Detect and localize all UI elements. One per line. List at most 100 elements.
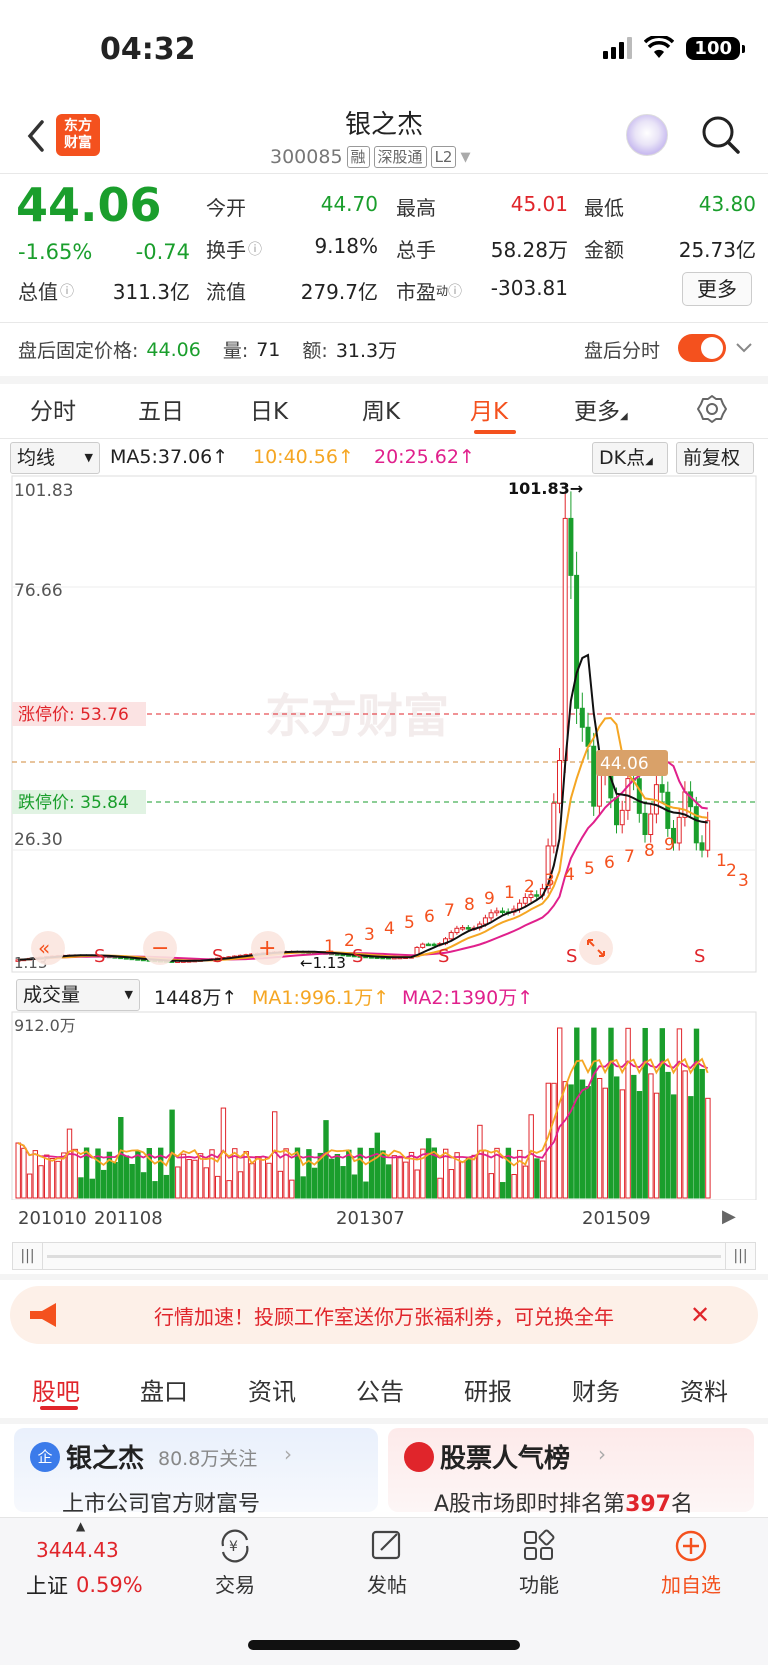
nav-add-watchlist[interactable]: 加自选 xyxy=(636,1528,746,1598)
candle xyxy=(642,812,648,836)
volume-bar xyxy=(368,1147,375,1199)
volume-select[interactable]: 成交量 ▼ xyxy=(16,979,140,1011)
sequence-label: 2 xyxy=(726,861,737,881)
watermark: 东方财富 xyxy=(265,689,449,743)
tab-weekly-k[interactable]: 周K xyxy=(362,399,401,425)
candle xyxy=(636,778,642,814)
chevron-down-icon[interactable] xyxy=(734,340,754,356)
range-scrollbar[interactable]: ||| ||| xyxy=(12,1242,756,1270)
s-marker: S xyxy=(94,946,105,967)
company-card[interactable]: 企 银之杰 80.8万关注 › 上市公司官方财富号 xyxy=(14,1428,378,1517)
volume-bar xyxy=(158,1147,164,1199)
volume-bar xyxy=(391,1155,398,1199)
volume-bar xyxy=(608,1027,614,1199)
volume-bar xyxy=(311,1167,318,1199)
ma-select[interactable]: 均线 ▼ xyxy=(10,442,100,474)
info-icon: ⓘ xyxy=(248,241,262,258)
dk-point-select[interactable]: DK点◢ xyxy=(592,442,668,474)
candle xyxy=(534,894,540,897)
nav-trade[interactable]: ¥ 交易 xyxy=(180,1528,290,1598)
volume-bar xyxy=(186,1159,192,1199)
volume-bar xyxy=(209,1149,215,1199)
tab-research[interactable]: 研报 xyxy=(464,1378,512,1406)
volume-bar xyxy=(283,1148,289,1199)
volume-bar xyxy=(129,1163,135,1199)
tab-announcements[interactable]: 公告 xyxy=(356,1378,404,1406)
y-label-3: 26.30 xyxy=(14,830,63,850)
tab-more[interactable]: 更多◢ xyxy=(574,399,628,425)
tab-monthly-k[interactable]: 月K xyxy=(470,399,509,425)
candle xyxy=(591,745,597,807)
volume-bar xyxy=(437,1177,443,1199)
after-hours-toggle[interactable] xyxy=(678,334,726,362)
search-icon[interactable] xyxy=(700,114,742,156)
candle xyxy=(454,927,460,934)
scroll-handle-left[interactable]: ||| xyxy=(13,1243,43,1269)
low-value: 43.80 xyxy=(698,192,756,216)
volume-bar xyxy=(306,1149,312,1199)
tab-daily-k[interactable]: 日K xyxy=(250,399,289,425)
stock-subtitle[interactable]: 300085 融 深股通 L2 ▼ xyxy=(270,146,470,168)
volume-bar xyxy=(539,1160,546,1199)
candle xyxy=(562,517,568,762)
volume-bar xyxy=(72,1148,78,1199)
turnover-value: 9.18% xyxy=(314,234,378,258)
volume-bar xyxy=(477,1124,483,1199)
volume-bar xyxy=(272,1111,278,1199)
s-marker: S xyxy=(566,946,577,967)
settings-gear-icon[interactable] xyxy=(697,394,727,424)
back-button[interactable] xyxy=(22,118,52,154)
volume-bar xyxy=(254,1156,261,1199)
candle xyxy=(465,927,471,930)
after-hours-bar: 盘后固定价格: 44.06 量: 71 额: 31.3万 xyxy=(18,338,398,363)
volume-max-label: 912.0万 xyxy=(14,1016,76,1035)
turnover-label[interactable]: 换手 ⓘ xyxy=(206,238,262,262)
tab-intraday[interactable]: 分时 xyxy=(30,399,76,425)
candle xyxy=(522,897,528,904)
volume-bar xyxy=(386,1164,392,1199)
volume-bar xyxy=(15,1142,21,1199)
more-button[interactable]: 更多 xyxy=(682,272,752,306)
nav-post[interactable]: 发帖 xyxy=(332,1528,442,1598)
volume-bar xyxy=(460,1161,466,1199)
open-value: 44.70 xyxy=(320,192,378,216)
volume-ma2-label: MA2:1390万↑ xyxy=(402,987,534,1009)
popularity-card[interactable]: 股票人气榜 › A股市场即时排名第397名 xyxy=(388,1428,754,1517)
tab-profile[interactable]: 资料 xyxy=(680,1378,728,1406)
tab-financials[interactable]: 财务 xyxy=(572,1378,620,1406)
promo-text: 行情加速！投顾工作室送你万张福利券，可兑换全年 xyxy=(154,1304,614,1329)
tab-forum[interactable]: 股吧 xyxy=(32,1378,80,1406)
tab-orderbook[interactable]: 盘口 xyxy=(140,1378,188,1406)
zoom-out-button[interactable]: − xyxy=(143,931,177,965)
index-value[interactable]: 3444.43 xyxy=(36,1538,119,1562)
current-price-tag: 44.06 xyxy=(600,754,649,774)
tab-news[interactable]: 资讯 xyxy=(248,1378,296,1406)
amount-label: 金额 xyxy=(584,238,624,262)
mcap-label[interactable]: 总值 ⓘ xyxy=(18,280,74,304)
zoom-in-button[interactable]: + xyxy=(251,931,285,965)
sequence-label: 2 xyxy=(344,931,355,951)
volume-bar xyxy=(579,1079,586,1199)
fullscreen-icon[interactable] xyxy=(579,931,613,965)
home-indicator xyxy=(248,1640,520,1650)
nav-functions[interactable]: 功能 xyxy=(484,1528,594,1598)
ma10-label: 10:40.56↑ xyxy=(253,446,354,468)
volume-chart[interactable]: 912.0万 xyxy=(0,1010,768,1200)
promo-banner[interactable]: 行情加速！投顾工作室送你万张福利券，可兑换全年 ✕ xyxy=(10,1286,758,1344)
close-icon[interactable]: ✕ xyxy=(690,1301,711,1329)
scroll-handle-right[interactable]: ||| xyxy=(725,1243,755,1269)
volume-bar xyxy=(522,1165,529,1199)
pe-label[interactable]: 市盈动 ⓘ xyxy=(396,280,463,304)
volume-value: 58.28万 xyxy=(490,238,568,262)
chevron-right-icon[interactable]: ▶ xyxy=(722,1206,736,1227)
adjust-select[interactable]: 前复权 xyxy=(676,442,754,474)
volume-bar xyxy=(671,1094,677,1199)
scroll-left-button[interactable]: « xyxy=(31,931,65,965)
index-summary[interactable]: 上证 0.59% xyxy=(26,1573,143,1598)
l2-tag: L2 xyxy=(430,146,457,168)
kline-chart[interactable]: 东方财富 101.83 76.66 26.30 1.13 101.83→ ←1.… xyxy=(0,474,768,974)
candle xyxy=(614,797,619,826)
robot-assistant-icon[interactable] xyxy=(626,114,668,156)
tab-five-day[interactable]: 五日 xyxy=(138,399,184,425)
volume-bar xyxy=(631,1074,637,1199)
